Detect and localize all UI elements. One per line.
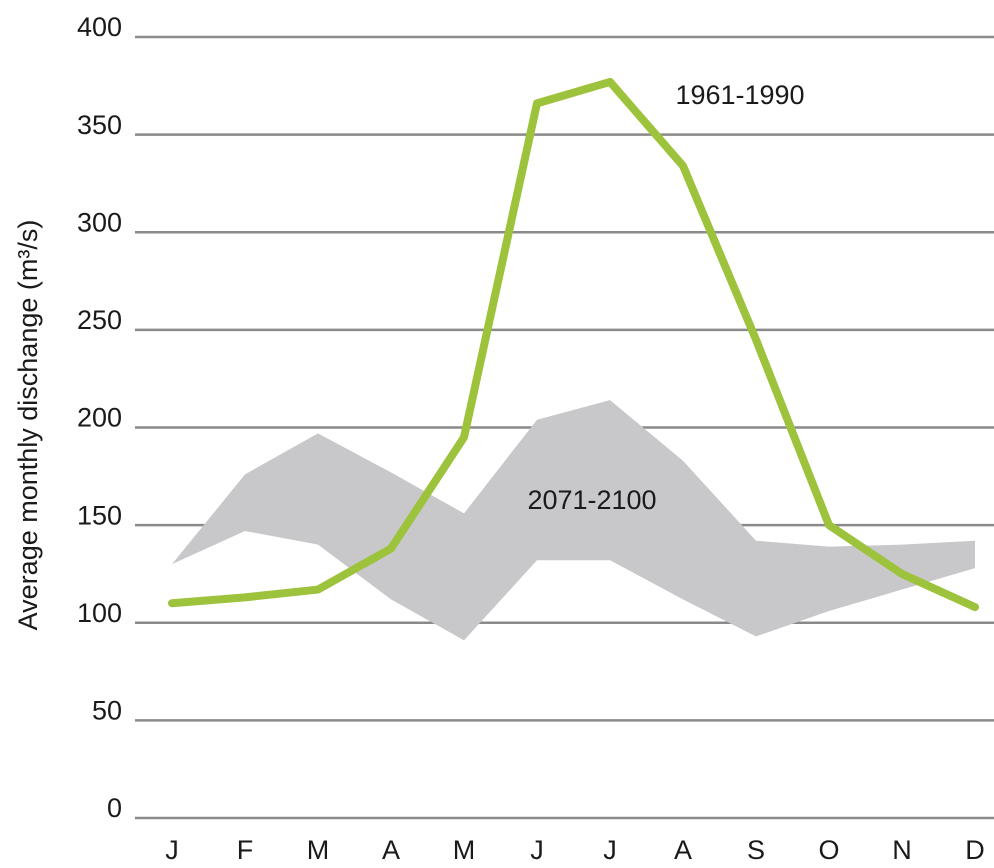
y-tick-label: 100 (77, 598, 122, 628)
x-tick-label: J (165, 835, 179, 865)
x-tick-label: N (892, 835, 912, 865)
y-tick-label: 250 (77, 305, 122, 335)
line (168, 77, 979, 612)
x-tick-label: O (818, 835, 839, 865)
range-band (172, 400, 975, 641)
x-tick-label: A (382, 835, 400, 865)
x-tick-label: M (453, 835, 476, 865)
x-tick-label: M (307, 835, 330, 865)
y-axis-label: Average monthly dischange (m³/s) (13, 220, 43, 631)
y-tick-label: 0 (107, 793, 122, 823)
x-tick-label: D (965, 835, 985, 865)
x-tick-label: A (674, 835, 692, 865)
y-tick-label: 50 (92, 696, 122, 726)
y-tick-label: 350 (77, 110, 122, 140)
x-tick-label: F (237, 835, 254, 865)
x-tick-label: J (530, 835, 544, 865)
y-tick-label: 200 (77, 403, 122, 433)
x-tick-label: J (603, 835, 617, 865)
series-label: 2071-2100 (527, 485, 656, 515)
series-label: 1961-1990 (675, 80, 804, 110)
y-tick-label: 400 (77, 12, 122, 42)
y-tick-label: 300 (77, 207, 122, 237)
x-tick-label: S (747, 835, 765, 865)
y-tick-label: 150 (77, 500, 122, 530)
